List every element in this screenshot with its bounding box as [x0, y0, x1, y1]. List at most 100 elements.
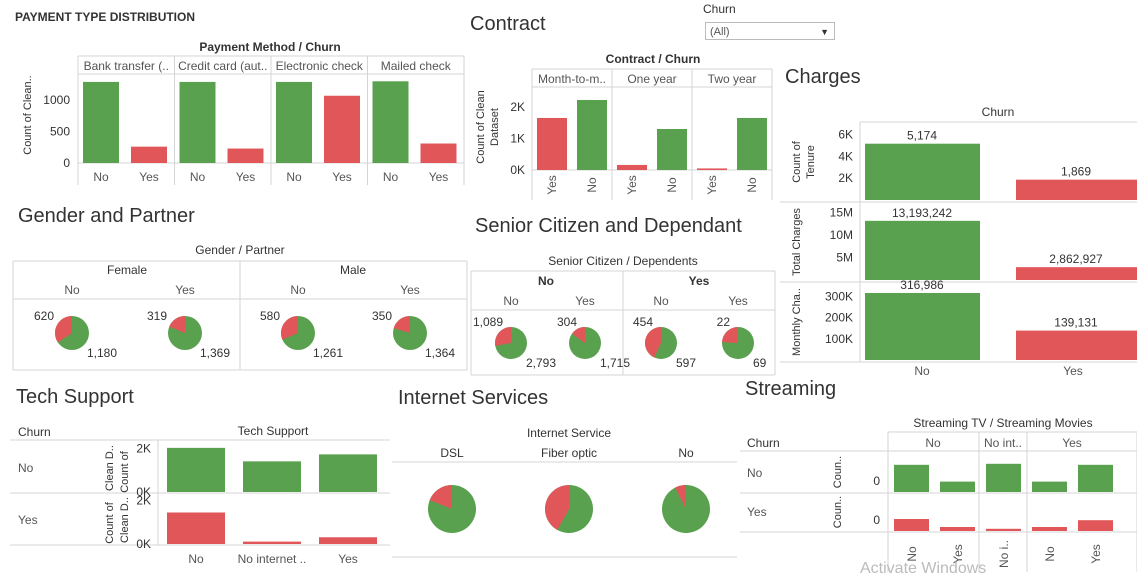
streaming-row-header: Churn [747, 436, 780, 450]
payment-x-tick: Yes [139, 170, 159, 184]
tech-bar [243, 541, 301, 544]
gender-no-label: 1,364 [425, 346, 455, 360]
gender-pie-yes-slice [281, 316, 298, 340]
senior-group-label: No [538, 274, 554, 288]
contract-chart-title: Contract / Churn [606, 52, 701, 66]
payment-bar [276, 81, 312, 163]
charges-y-axis-label: Tenure [805, 145, 817, 179]
charges-data-label: 316,986 [900, 278, 944, 292]
tech-bar [167, 447, 225, 492]
tech-y-tick: 0K [136, 537, 151, 551]
senior-group-label: Yes [689, 274, 710, 288]
tech-y-tick: 0K [136, 485, 151, 499]
payment-x-tick: Yes [332, 170, 352, 184]
charges-y-tick: 15M [830, 206, 853, 220]
streaming-y-axis-label: Coun.. [832, 496, 844, 528]
payment-panel-label: Electronic check [276, 59, 364, 73]
churn-filter-dropdown[interactable]: (All) ▼ [705, 22, 835, 40]
charges-x-tick: No [914, 364, 930, 378]
tech-section-title: Tech Support [16, 386, 134, 408]
streaming-x-tick: Yes [1089, 544, 1103, 564]
contract-x-tick: Yes [625, 175, 639, 195]
senior-no-label: 69 [753, 356, 767, 370]
activate-windows-watermark: Activate Windows [860, 560, 987, 577]
chevron-down-icon[interactable]: ▼ [820, 27, 829, 37]
streaming-bar [894, 519, 929, 531]
payment-y-tick: 500 [50, 125, 70, 139]
streaming-group-label: No [925, 436, 941, 450]
streaming-y-tick: 0 [873, 474, 880, 488]
charges-bar [865, 292, 980, 360]
internet-category-label: Fiber optic [541, 446, 597, 460]
streaming-bar [1032, 481, 1067, 492]
streaming-bar [940, 481, 975, 492]
contract-x-tick: Yes [545, 175, 559, 195]
senior-chart-title: Senior Citizen / Dependents [548, 254, 697, 268]
gender-section-title: Gender and Partner [18, 205, 195, 227]
payment-section-title: PAYMENT TYPE DISTRIBUTION [15, 10, 196, 24]
gender-pie-yes-slice [393, 316, 410, 333]
payment-x-tick: No [383, 170, 399, 184]
streaming-y-tick: 0 [873, 513, 880, 527]
senior-pie-yes-slice [572, 327, 585, 343]
streaming-row-label: Yes [747, 505, 767, 519]
contract-bar [617, 164, 647, 170]
senior-section-title: Senior Citizen and Dependant [475, 215, 742, 237]
contract-x-tick: No [665, 177, 679, 193]
internet-chart: Internet Service DSL Fiber optic No [392, 426, 737, 558]
senior-yes-label: 1,089 [473, 315, 503, 329]
internet-section-title: Internet Services [398, 387, 549, 409]
payment-x-tick: Yes [429, 170, 449, 184]
churn-filter-value: (All) [710, 26, 730, 38]
charges-bar [865, 143, 980, 200]
streaming-bar [1078, 520, 1113, 531]
gender-pie-yes-slice [55, 316, 72, 343]
contract-chart: Contract / Churn Count of Clean Dataset 2K 1… [475, 52, 773, 200]
internet-category-label: DSL [440, 446, 464, 460]
tech-bar [319, 537, 377, 544]
charges-y-tick: 300K [825, 290, 853, 304]
payment-x-tick: Yes [236, 170, 256, 184]
tech-row-header: Churn [18, 425, 51, 439]
contract-x-tick: No [585, 177, 599, 193]
senior-yes-label: 454 [633, 315, 653, 329]
charges-data-label: 13,193,242 [892, 206, 952, 220]
charges-y-tick: 6K [838, 128, 853, 142]
streaming-x-tick: No i.. [997, 540, 1011, 568]
tech-row-label: No [18, 461, 34, 475]
tech-y-axis-label: Clean D.. [104, 445, 116, 491]
gender-subgroup-label: Yes [175, 283, 195, 297]
streaming-bar [894, 464, 929, 492]
charges-bar [1016, 330, 1137, 360]
streaming-bar [986, 463, 1021, 492]
payment-y-axis-label: Count of Clean.. [22, 75, 34, 155]
charges-bar [1016, 179, 1137, 200]
contract-panel-label: Month-to-m.. [538, 72, 606, 86]
charges-y-axis-label: Total Charges [791, 208, 803, 276]
charges-y-tick: 10M [830, 228, 853, 242]
gender-no-label: 1,369 [200, 346, 230, 360]
charges-bar [1016, 267, 1137, 280]
charges-y-tick: 100K [825, 332, 853, 346]
contract-bar [737, 117, 767, 170]
contract-y-tick: 2K [510, 100, 525, 114]
charges-y-tick: 5M [836, 251, 853, 265]
charges-section-title: Charges [785, 66, 861, 88]
tech-bar [243, 461, 301, 492]
charges-y-tick: 4K [838, 149, 853, 163]
payment-y-tick: 0 [63, 156, 70, 170]
charges-data-label: 2,862,927 [1049, 252, 1103, 266]
senior-subgroup-label: No [653, 294, 669, 308]
charges-bar [865, 220, 980, 280]
senior-pie-yes-slice [722, 327, 738, 343]
payment-bar [420, 143, 457, 163]
senior-chart: Senior Citizen / Dependents No Yes No Yes No Y… [470, 254, 776, 376]
charges-data-label: 5,174 [907, 129, 937, 143]
tech-y-axis-label: Count of [119, 450, 131, 493]
senior-no-label: 597 [676, 356, 696, 370]
streaming-bar [940, 527, 975, 531]
senior-yes-label: 304 [557, 315, 577, 329]
gender-pie-yes-slice [169, 316, 185, 333]
senior-subgroup-label: No [503, 294, 519, 308]
